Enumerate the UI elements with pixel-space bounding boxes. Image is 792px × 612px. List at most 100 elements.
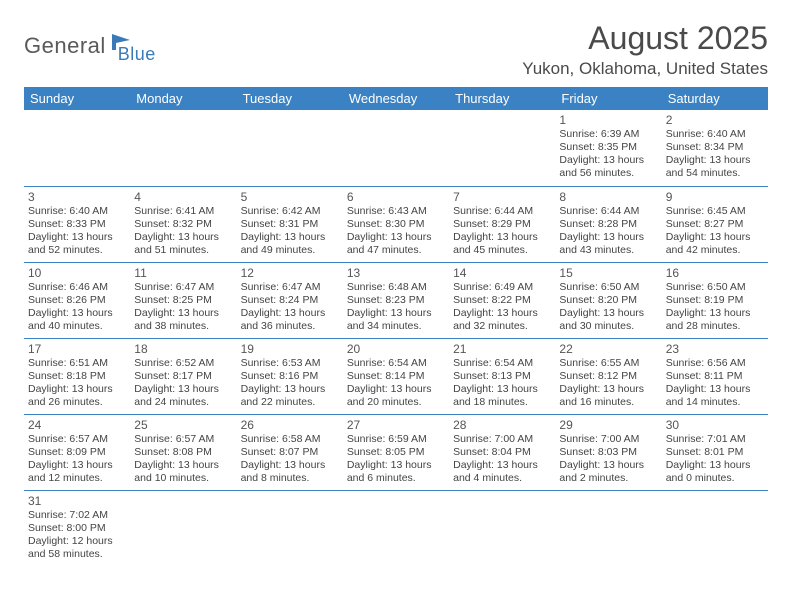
day-number: 24	[28, 418, 126, 432]
day-number: 14	[453, 266, 551, 280]
calendar-row: 1Sunrise: 6:39 AMSunset: 8:35 PMDaylight…	[24, 110, 768, 186]
day-cell: 12Sunrise: 6:47 AMSunset: 8:24 PMDayligh…	[237, 262, 343, 338]
day-cell: 18Sunrise: 6:52 AMSunset: 8:17 PMDayligh…	[130, 338, 236, 414]
header: General Blue August 2025 Yukon, Oklahoma…	[24, 20, 768, 79]
day-number: 11	[134, 266, 232, 280]
day-cell: 9Sunrise: 6:45 AMSunset: 8:27 PMDaylight…	[662, 186, 768, 262]
day-number: 3	[28, 190, 126, 204]
day-info: Sunrise: 6:56 AMSunset: 8:11 PMDaylight:…	[666, 357, 764, 410]
day-number: 5	[241, 190, 339, 204]
day-info: Sunrise: 7:01 AMSunset: 8:01 PMDaylight:…	[666, 433, 764, 486]
day-number: 25	[134, 418, 232, 432]
day-number: 22	[559, 342, 657, 356]
day-cell: 10Sunrise: 6:46 AMSunset: 8:26 PMDayligh…	[24, 262, 130, 338]
day-cell: 17Sunrise: 6:51 AMSunset: 8:18 PMDayligh…	[24, 338, 130, 414]
day-info: Sunrise: 6:55 AMSunset: 8:12 PMDaylight:…	[559, 357, 657, 410]
day-number: 29	[559, 418, 657, 432]
empty-cell	[237, 110, 343, 186]
empty-cell	[449, 110, 555, 186]
day-cell: 3Sunrise: 6:40 AMSunset: 8:33 PMDaylight…	[24, 186, 130, 262]
empty-cell	[130, 490, 236, 566]
day-cell: 30Sunrise: 7:01 AMSunset: 8:01 PMDayligh…	[662, 414, 768, 490]
day-info: Sunrise: 6:58 AMSunset: 8:07 PMDaylight:…	[241, 433, 339, 486]
day-cell: 8Sunrise: 6:44 AMSunset: 8:28 PMDaylight…	[555, 186, 661, 262]
empty-cell	[343, 110, 449, 186]
empty-cell	[343, 490, 449, 566]
day-number: 17	[28, 342, 126, 356]
day-cell: 15Sunrise: 6:50 AMSunset: 8:20 PMDayligh…	[555, 262, 661, 338]
day-cell: 27Sunrise: 6:59 AMSunset: 8:05 PMDayligh…	[343, 414, 449, 490]
calendar-row: 10Sunrise: 6:46 AMSunset: 8:26 PMDayligh…	[24, 262, 768, 338]
day-number: 7	[453, 190, 551, 204]
day-number: 30	[666, 418, 764, 432]
brand-logo: General Blue	[24, 26, 156, 65]
brand-part2: Blue	[118, 44, 156, 65]
weekday-header: Tuesday	[237, 87, 343, 110]
weekday-header: Saturday	[662, 87, 768, 110]
day-number: 10	[28, 266, 126, 280]
day-number: 23	[666, 342, 764, 356]
day-info: Sunrise: 6:39 AMSunset: 8:35 PMDaylight:…	[559, 128, 657, 181]
weekday-header: Thursday	[449, 87, 555, 110]
day-cell: 20Sunrise: 6:54 AMSunset: 8:14 PMDayligh…	[343, 338, 449, 414]
day-info: Sunrise: 6:46 AMSunset: 8:26 PMDaylight:…	[28, 281, 126, 334]
day-cell: 4Sunrise: 6:41 AMSunset: 8:32 PMDaylight…	[130, 186, 236, 262]
day-info: Sunrise: 6:44 AMSunset: 8:29 PMDaylight:…	[453, 205, 551, 258]
empty-cell	[662, 490, 768, 566]
day-number: 28	[453, 418, 551, 432]
day-cell: 19Sunrise: 6:53 AMSunset: 8:16 PMDayligh…	[237, 338, 343, 414]
location-text: Yukon, Oklahoma, United States	[522, 59, 768, 79]
day-number: 27	[347, 418, 445, 432]
day-number: 13	[347, 266, 445, 280]
brand-part1: General	[24, 33, 106, 59]
day-number: 4	[134, 190, 232, 204]
empty-cell	[24, 110, 130, 186]
day-number: 21	[453, 342, 551, 356]
calendar-row: 17Sunrise: 6:51 AMSunset: 8:18 PMDayligh…	[24, 338, 768, 414]
empty-cell	[130, 110, 236, 186]
day-info: Sunrise: 6:50 AMSunset: 8:19 PMDaylight:…	[666, 281, 764, 334]
day-number: 6	[347, 190, 445, 204]
day-cell: 28Sunrise: 7:00 AMSunset: 8:04 PMDayligh…	[449, 414, 555, 490]
day-cell: 14Sunrise: 6:49 AMSunset: 8:22 PMDayligh…	[449, 262, 555, 338]
day-number: 18	[134, 342, 232, 356]
weekday-header: Friday	[555, 87, 661, 110]
day-number: 31	[28, 494, 126, 508]
day-number: 26	[241, 418, 339, 432]
day-info: Sunrise: 7:02 AMSunset: 8:00 PMDaylight:…	[28, 509, 126, 562]
day-info: Sunrise: 6:52 AMSunset: 8:17 PMDaylight:…	[134, 357, 232, 410]
day-cell: 29Sunrise: 7:00 AMSunset: 8:03 PMDayligh…	[555, 414, 661, 490]
day-cell: 23Sunrise: 6:56 AMSunset: 8:11 PMDayligh…	[662, 338, 768, 414]
day-info: Sunrise: 6:47 AMSunset: 8:25 PMDaylight:…	[134, 281, 232, 334]
day-info: Sunrise: 6:41 AMSunset: 8:32 PMDaylight:…	[134, 205, 232, 258]
day-cell: 5Sunrise: 6:42 AMSunset: 8:31 PMDaylight…	[237, 186, 343, 262]
day-number: 8	[559, 190, 657, 204]
day-cell: 31Sunrise: 7:02 AMSunset: 8:00 PMDayligh…	[24, 490, 130, 566]
day-info: Sunrise: 6:54 AMSunset: 8:13 PMDaylight:…	[453, 357, 551, 410]
day-number: 15	[559, 266, 657, 280]
day-number: 9	[666, 190, 764, 204]
day-info: Sunrise: 6:47 AMSunset: 8:24 PMDaylight:…	[241, 281, 339, 334]
day-cell: 11Sunrise: 6:47 AMSunset: 8:25 PMDayligh…	[130, 262, 236, 338]
day-info: Sunrise: 6:42 AMSunset: 8:31 PMDaylight:…	[241, 205, 339, 258]
calendar-table: Sunday Monday Tuesday Wednesday Thursday…	[24, 87, 768, 566]
empty-cell	[237, 490, 343, 566]
day-info: Sunrise: 6:54 AMSunset: 8:14 PMDaylight:…	[347, 357, 445, 410]
day-cell: 7Sunrise: 6:44 AMSunset: 8:29 PMDaylight…	[449, 186, 555, 262]
empty-cell	[449, 490, 555, 566]
calendar-row: 3Sunrise: 6:40 AMSunset: 8:33 PMDaylight…	[24, 186, 768, 262]
day-cell: 2Sunrise: 6:40 AMSunset: 8:34 PMDaylight…	[662, 110, 768, 186]
day-info: Sunrise: 6:40 AMSunset: 8:33 PMDaylight:…	[28, 205, 126, 258]
day-info: Sunrise: 6:45 AMSunset: 8:27 PMDaylight:…	[666, 205, 764, 258]
day-number: 19	[241, 342, 339, 356]
day-info: Sunrise: 6:51 AMSunset: 8:18 PMDaylight:…	[28, 357, 126, 410]
month-title: August 2025	[522, 20, 768, 57]
day-number: 20	[347, 342, 445, 356]
day-cell: 1Sunrise: 6:39 AMSunset: 8:35 PMDaylight…	[555, 110, 661, 186]
day-info: Sunrise: 6:50 AMSunset: 8:20 PMDaylight:…	[559, 281, 657, 334]
day-number: 2	[666, 113, 764, 127]
day-cell: 6Sunrise: 6:43 AMSunset: 8:30 PMDaylight…	[343, 186, 449, 262]
day-info: Sunrise: 6:44 AMSunset: 8:28 PMDaylight:…	[559, 205, 657, 258]
day-number: 1	[559, 113, 657, 127]
title-block: August 2025 Yukon, Oklahoma, United Stat…	[522, 20, 768, 79]
